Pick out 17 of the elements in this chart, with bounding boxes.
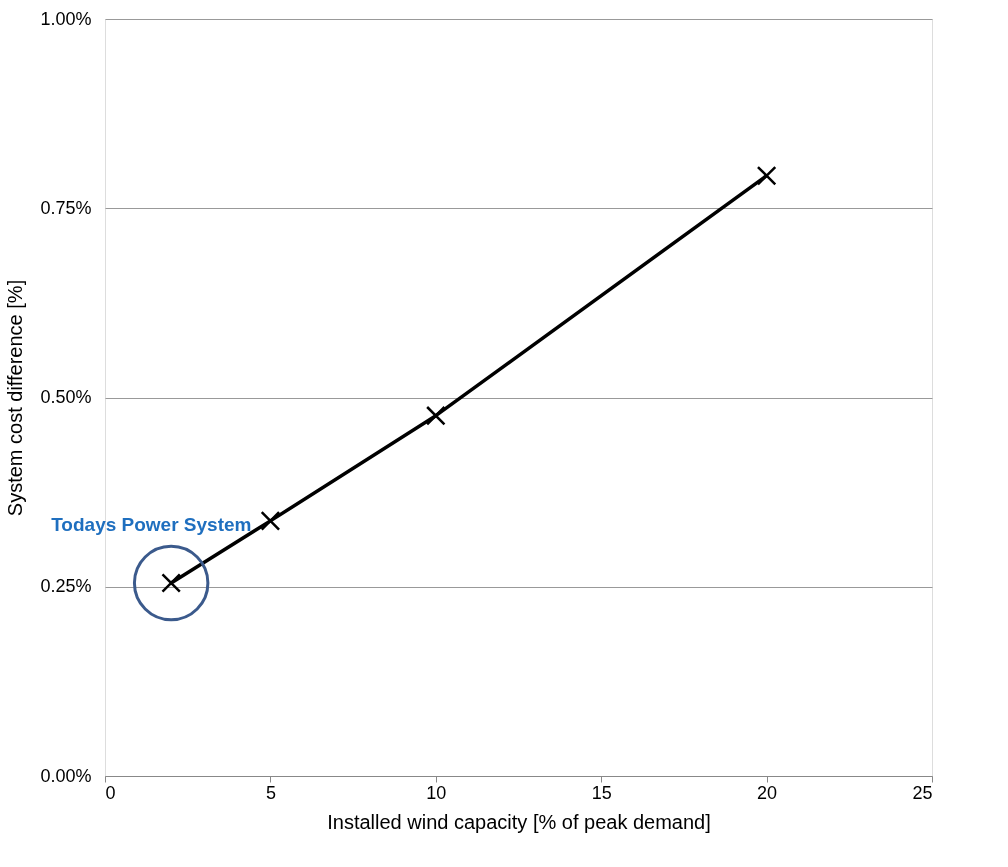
x-tick-label: 10 bbox=[426, 782, 447, 803]
x-tick-label: 0 bbox=[105, 782, 116, 803]
y-tick-label: 0.00% bbox=[40, 765, 92, 786]
y-tick-label: 1.00% bbox=[40, 8, 92, 29]
point bbox=[756, 165, 777, 186]
point bbox=[260, 510, 281, 531]
y-tick-label: 0.75% bbox=[40, 197, 92, 218]
y-tick-label: 0.50% bbox=[40, 387, 92, 407]
y-axis-title: System cost difference [%] bbox=[4, 279, 27, 517]
x-tick-label: 5 bbox=[265, 782, 276, 803]
annotation: Todays Power System bbox=[51, 513, 252, 535]
y-tick-label: 0.25% bbox=[40, 576, 92, 597]
point bbox=[425, 405, 446, 426]
x-tick-label: 25 bbox=[912, 782, 933, 803]
x-tick-label: 20 bbox=[757, 782, 778, 803]
x-tick-label: 15 bbox=[591, 782, 612, 803]
x-axis-title: Installed wind capacity [% of peak demand] bbox=[327, 810, 711, 833]
